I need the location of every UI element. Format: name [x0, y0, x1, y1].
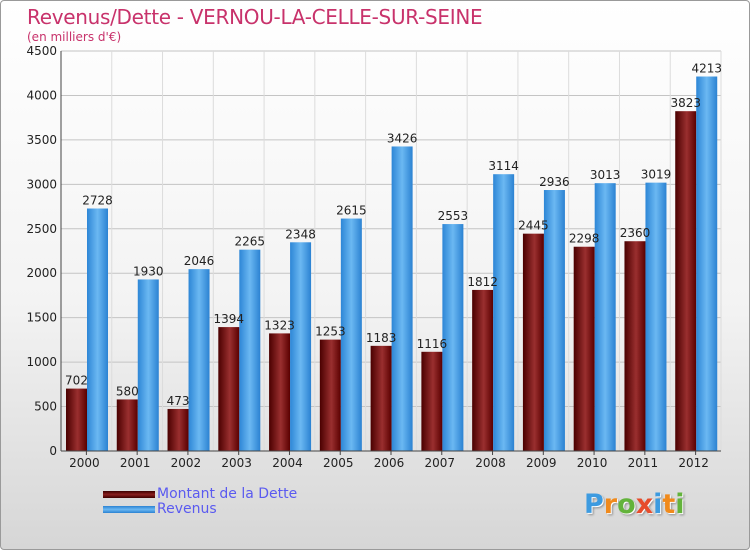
- bar-dette: [218, 327, 240, 451]
- bar-revenus: [493, 174, 515, 451]
- data-label-revenus: 3426: [387, 131, 418, 145]
- y-tick-label: 3000: [26, 177, 57, 191]
- bar-revenus: [696, 76, 718, 451]
- data-label-revenus: 3019: [641, 168, 672, 182]
- data-label-dette: 1323: [264, 318, 295, 332]
- bar-dette: [675, 111, 697, 451]
- bar-revenus: [87, 208, 108, 451]
- data-label-dette: 702: [65, 374, 88, 388]
- x-tick-label: 2009: [526, 456, 557, 470]
- legend-label-debt: Montant de la Dette: [157, 486, 298, 502]
- x-tick-label: 2010: [577, 456, 608, 470]
- data-label-dette: 580: [116, 384, 139, 398]
- bar-dette: [421, 351, 443, 451]
- data-label-dette: 1253: [315, 325, 346, 339]
- bar-revenus: [645, 182, 667, 451]
- y-tick-label: 4500: [26, 44, 57, 58]
- y-tick-label: 0: [49, 444, 57, 458]
- bar-dette: [319, 339, 341, 451]
- data-label-revenus: 2348: [285, 227, 316, 241]
- y-tick-label: 1500: [26, 311, 57, 325]
- y-tick-label: 2000: [26, 266, 57, 280]
- x-tick-label: 2007: [424, 456, 455, 470]
- data-label-revenus: 4213: [691, 62, 722, 76]
- x-tick-label: 2000: [69, 456, 100, 470]
- bar-dette: [116, 399, 138, 451]
- data-label-dette: 3823: [670, 96, 701, 110]
- y-tick-label: 500: [34, 400, 57, 414]
- bar-dette: [167, 408, 189, 451]
- logo-letter: o: [617, 489, 636, 520]
- bar-revenus: [442, 224, 464, 451]
- x-tick-label: 2006: [374, 456, 405, 470]
- data-label-revenus: 2615: [336, 204, 367, 218]
- bar-dette: [522, 233, 544, 451]
- logo-letter: P: [584, 489, 604, 520]
- bar-revenus: [594, 183, 616, 451]
- data-label-revenus: 1930: [133, 264, 164, 278]
- x-tick-label: 2003: [221, 456, 252, 470]
- data-label-revenus: 3114: [488, 159, 519, 173]
- x-tick-label: 2008: [475, 456, 506, 470]
- logo-letter: i: [675, 489, 685, 520]
- bar-revenus: [188, 269, 210, 451]
- legend-swatch-debt: [103, 491, 155, 498]
- data-label-revenus: 2553: [438, 209, 469, 223]
- bar-dette: [624, 241, 646, 451]
- data-label-revenus: 2046: [184, 254, 215, 268]
- bar-revenus: [137, 279, 159, 451]
- bar-revenus: [340, 218, 362, 451]
- logo-letter: t: [662, 489, 676, 520]
- logo-letter: i: [653, 489, 663, 520]
- y-tick-label: 3500: [26, 133, 57, 147]
- data-label-dette: 1183: [366, 331, 397, 345]
- data-label-dette: 1116: [417, 337, 448, 351]
- data-label-revenus: 2728: [82, 194, 113, 208]
- bar-revenus: [543, 190, 565, 451]
- data-label-dette: 1394: [214, 312, 245, 326]
- chart-title: Revenus/Dette - VERNOU-LA-CELLE-SUR-SEIN…: [27, 5, 483, 29]
- y-tick-label: 2500: [26, 222, 57, 236]
- data-label-dette: 473: [167, 394, 190, 408]
- data-label-revenus: 3013: [590, 168, 621, 182]
- proxiti-logo: Proxiti: [584, 489, 685, 520]
- bar-dette: [472, 289, 494, 451]
- logo-letter: x: [635, 489, 654, 520]
- data-label-dette: 1812: [467, 275, 498, 289]
- x-tick-label: 2002: [171, 456, 202, 470]
- data-label-revenus: 2936: [539, 175, 570, 189]
- data-label-dette: 2445: [518, 219, 549, 233]
- y-tick-label: 1000: [26, 355, 57, 369]
- legend-swatch-revenus: [103, 506, 155, 513]
- data-label-revenus: 2265: [235, 235, 266, 249]
- y-tick-label: 4000: [26, 88, 57, 102]
- x-tick-label: 2012: [678, 456, 709, 470]
- bar-dette: [269, 333, 291, 451]
- logo-letter: r: [603, 489, 618, 520]
- chart-subtitle: (en milliers d'€): [27, 30, 122, 44]
- bar-dette: [573, 246, 595, 451]
- bar-dette: [66, 388, 87, 451]
- bar-revenus: [290, 242, 312, 451]
- bar-revenus: [239, 249, 261, 451]
- legend-label-revenus: Revenus: [157, 501, 217, 517]
- bar-revenus: [391, 146, 413, 451]
- x-tick-label: 2001: [120, 456, 151, 470]
- x-tick-label: 2005: [323, 456, 354, 470]
- bar-dette: [370, 345, 392, 451]
- data-label-dette: 2298: [569, 232, 600, 246]
- x-tick-label: 2004: [272, 456, 303, 470]
- x-tick-label: 2011: [628, 456, 659, 470]
- data-label-dette: 2360: [620, 226, 651, 240]
